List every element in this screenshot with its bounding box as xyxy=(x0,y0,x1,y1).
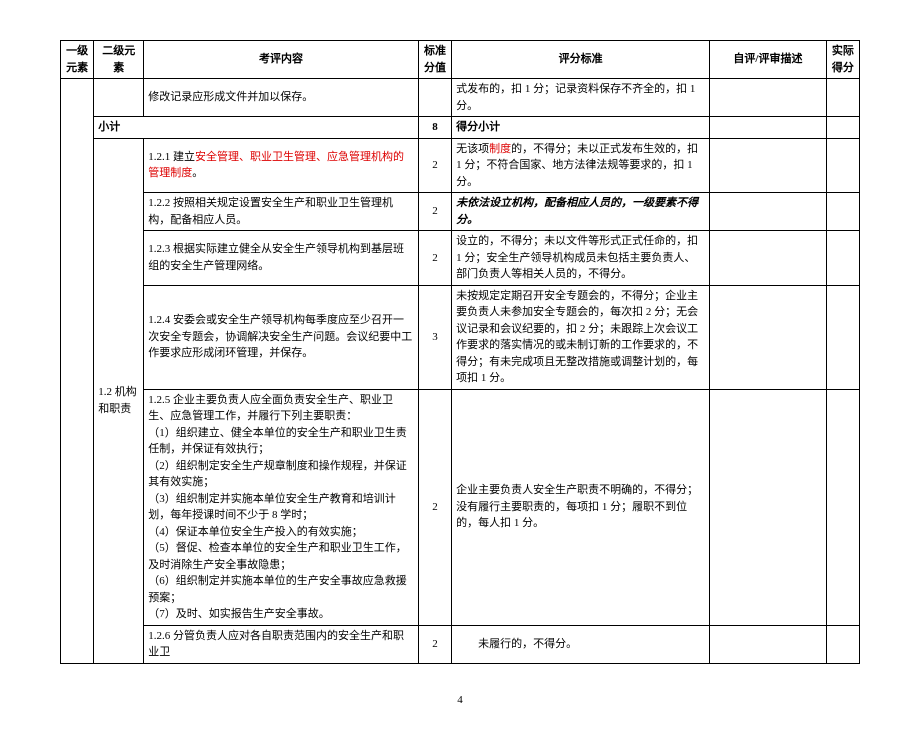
cell-desc xyxy=(710,193,827,231)
cell-content: 1.2.6 分管负责人应对各自职责范围内的安全生产和职业卫 xyxy=(144,625,419,663)
cell-l2-label: 1.2 机构和职责 xyxy=(94,138,144,663)
table-row: 1.2 机构和职责 1.2.1 建立安全管理、职业卫生管理、应急管理机构的管理制… xyxy=(61,138,860,193)
header-desc: 自评/评审描述 xyxy=(710,41,827,79)
cell-content: 1.2.1 建立安全管理、职业卫生管理、应急管理机构的管理制度。 xyxy=(144,138,419,193)
criteria-red: 制度 xyxy=(489,143,511,155)
cell-score: 2 xyxy=(418,231,451,286)
page-number: 4 xyxy=(60,694,860,706)
table-row: 修改记录应形成文件并加以保存。 式发布的，扣 1 分；记录资料保存不齐全的，扣 … xyxy=(61,79,860,117)
header-l1: 一级元素 xyxy=(61,41,94,79)
cell-desc xyxy=(710,138,827,193)
header-row: 一级元素 二级元素 考评内容 标准分值 评分标准 自评/评审描述 实际得分 xyxy=(61,41,860,79)
cell-content: 1.2.5 企业主要负责人应全面负责安全生产、职业卫生、应急管理工作，并履行下列… xyxy=(144,389,419,625)
cell-score: 2 xyxy=(418,193,451,231)
cell-score: 2 xyxy=(418,389,451,625)
cell-criteria: 设立的，不得分；未以文件等形式正式任命的，扣 1 分；安全生产领导机构成员未包括… xyxy=(452,231,710,286)
table-row: 1.2.3 根据实际建立健全从安全生产领导机构到基层班组的安全生产管理网络。 2… xyxy=(61,231,860,286)
table-row: 1.2.4 安委会或安全生产领导机构每季度应至少召开一次安全专题会，协调解决安全… xyxy=(61,285,860,389)
cell-desc xyxy=(710,117,827,139)
header-actual: 实际得分 xyxy=(826,41,859,79)
cell-desc xyxy=(710,231,827,286)
cell-desc xyxy=(710,625,827,663)
cell-l1 xyxy=(61,79,94,664)
cell-score: 2 xyxy=(418,138,451,193)
cell-content: 1.2.4 安委会或安全生产领导机构每季度应至少召开一次安全专题会，协调解决安全… xyxy=(144,285,419,389)
cell-l2 xyxy=(94,79,144,117)
table-row: 1.2.5 企业主要负责人应全面负责安全生产、职业卫生、应急管理工作，并履行下列… xyxy=(61,389,860,625)
table-row: 1.2.6 分管负责人应对各自职责范围内的安全生产和职业卫 2 未履行的，不得分… xyxy=(61,625,860,663)
cell-criteria: 未履行的，不得分。 xyxy=(452,625,710,663)
header-score: 标准分值 xyxy=(418,41,451,79)
cell-score xyxy=(418,79,451,117)
assessment-table: 一级元素 二级元素 考评内容 标准分值 评分标准 自评/评审描述 实际得分 修改… xyxy=(60,40,860,664)
criteria-prefix: 无该项 xyxy=(456,143,489,155)
cell-score: 3 xyxy=(418,285,451,389)
content-prefix: 1.2.1 建立 xyxy=(148,151,195,163)
header-criteria: 评分标准 xyxy=(452,41,710,79)
cell-actual xyxy=(826,389,859,625)
subtotal-score: 8 xyxy=(418,117,451,139)
cell-criteria: 企业主要负责人安全生产职责不明确的，不得分；没有履行主要职责的，每项扣 1 分；… xyxy=(452,389,710,625)
cell-desc xyxy=(710,285,827,389)
cell-actual xyxy=(826,79,859,117)
cell-criteria: 未按规定定期召开安全专题会的，不得分；企业主要负责人未参加安全专题会的，每次扣 … xyxy=(452,285,710,389)
cell-actual xyxy=(826,138,859,193)
cell-criteria: 未依法设立机构，配备相应人员的，一级要素不得分。 xyxy=(452,193,710,231)
cell-desc xyxy=(710,389,827,625)
cell-actual xyxy=(826,117,859,139)
content-suffix: 。 xyxy=(192,167,203,179)
cell-actual xyxy=(826,231,859,286)
cell-desc xyxy=(710,79,827,117)
cell-actual xyxy=(826,193,859,231)
cell-criteria: 式发布的，扣 1 分；记录资料保存不齐全的，扣 1 分。 xyxy=(452,79,710,117)
criteria-bold-italic: 未依法设立机构，配备相应人员的，一级要素不得分。 xyxy=(456,197,698,226)
cell-criteria: 无该项制度的，不得分；未以正式发布生效的，扣 1 分；不符合国家、地方法律法规等… xyxy=(452,138,710,193)
subtotal-label: 小计 xyxy=(94,117,419,139)
table-row: 1.2.2 按照相关规定设置安全生产和职业卫生管理机构，配备相应人员。 2 未依… xyxy=(61,193,860,231)
cell-actual xyxy=(826,285,859,389)
subtotal-row: 小计 8 得分小计 xyxy=(61,117,860,139)
cell-actual xyxy=(826,625,859,663)
cell-content: 1.2.3 根据实际建立健全从安全生产领导机构到基层班组的安全生产管理网络。 xyxy=(144,231,419,286)
header-content: 考评内容 xyxy=(144,41,419,79)
cell-content: 修改记录应形成文件并加以保存。 xyxy=(144,79,419,117)
cell-score: 2 xyxy=(418,625,451,663)
header-l2: 二级元素 xyxy=(94,41,144,79)
subtotal-criteria: 得分小计 xyxy=(452,117,710,139)
cell-content: 1.2.2 按照相关规定设置安全生产和职业卫生管理机构，配备相应人员。 xyxy=(144,193,419,231)
